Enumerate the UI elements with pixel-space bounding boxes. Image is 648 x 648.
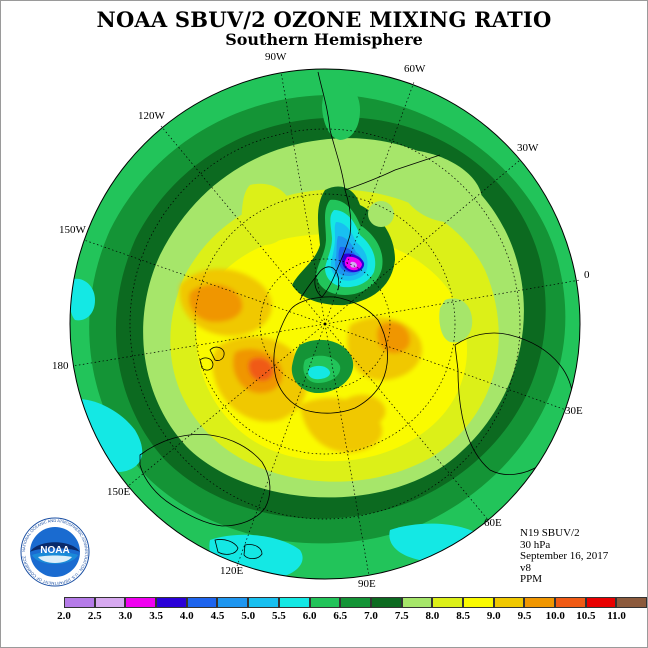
polar-vortex-low <box>291 339 354 394</box>
colorbar-swatch <box>278 597 310 608</box>
info-version: v8 <box>520 561 531 574</box>
colorbar-swatch <box>309 597 341 608</box>
colorbar-swatch <box>248 597 279 608</box>
info-date: September 16, 2017 <box>520 550 609 562</box>
info-block: N19 SBUV/2 30 hPa September 16, 2017 v8 … <box>520 527 609 586</box>
colorbar-swatch <box>616 597 648 608</box>
lon-label-30w: 30W <box>517 142 539 154</box>
colorbar-tick-label: 2.0 <box>57 610 71 622</box>
info-units: PPM <box>520 573 543 585</box>
colorbar-tick-label: 5.0 <box>241 610 256 622</box>
colorbar <box>64 597 648 608</box>
colorbar-ticks: 2.0 2.5 3.0 3.5 4.0 4.5 5.0 5.5 6.0 6.5 7.0 7.5 8.0 8… <box>54 610 626 624</box>
colorbar-swatch <box>524 597 555 608</box>
lon-label-90e: 90E <box>358 578 376 590</box>
colorbar-swatch <box>64 597 95 608</box>
colorbar-swatch <box>125 597 157 608</box>
colorbar-tick-label: 3.5 <box>149 610 163 622</box>
map-border <box>69 68 581 580</box>
info-level: 30 hPa <box>520 538 551 551</box>
map-subtitle: Southern Hemisphere <box>225 30 423 49</box>
lon-label-150e: 150E <box>107 486 131 498</box>
lon-label-0: 0 <box>584 269 590 281</box>
colorbar-tick-label: 8.0 <box>425 610 440 622</box>
lon-label-120e: 120E <box>220 565 244 577</box>
colorbar-tick-label: 8.5 <box>456 610 470 622</box>
colorbar-swatch <box>186 597 218 608</box>
patch-light-green-2 <box>397 149 482 223</box>
colorbar-swatch <box>340 597 371 608</box>
colorbar-tick-label: 3.0 <box>118 610 133 622</box>
colorbar-swatch <box>156 597 187 608</box>
colorbar-tick-label: 7.5 <box>394 610 409 622</box>
lon-label-150w: 150W <box>59 224 86 236</box>
colorbar-swatch <box>462 597 494 608</box>
colorbar-swatch <box>555 597 586 608</box>
colorbar-tick-label: 4.0 <box>179 610 194 622</box>
graticule <box>72 71 581 577</box>
colorbar-tick-label: 10.0 <box>545 610 565 622</box>
patch-light-green <box>368 201 394 227</box>
colorbar-swatch <box>217 597 249 608</box>
colorbar-swatch <box>94 597 126 608</box>
colorbar-tick-label: 4.5 <box>210 610 225 622</box>
lon-label-90w: 90W <box>265 51 287 63</box>
patch-light-green-3 <box>439 298 473 343</box>
colorbar-tick-label: 11.0 <box>607 610 626 622</box>
colorbar-swatch <box>493 597 525 608</box>
colorbar-swatch <box>401 597 433 608</box>
colorbar-tick-label: 10.5 <box>576 610 596 622</box>
lon-label-180: 180 <box>52 360 69 372</box>
colorbar-swatch <box>585 597 617 608</box>
lon-label-30e: 30E <box>565 405 583 417</box>
noaa-logo: NOAA NATIONAL OCEANIC AND ATMOSPHERIC AD… <box>20 517 90 587</box>
colorbar-tick-label: 5.5 <box>272 610 286 622</box>
patch-yellow-green-1 <box>241 183 293 245</box>
lon-label-60w: 60W <box>404 63 426 75</box>
map-title: NOAA SBUV/2 OZONE MIXING RATIO <box>96 7 552 32</box>
colorbar-swatch <box>432 597 463 608</box>
colorbar-tick-label: 9.0 <box>486 610 501 622</box>
colorbar-tick-label: 2.5 <box>87 610 102 622</box>
noaa-logo-text: NOAA <box>40 545 69 556</box>
info-satellite: N19 SBUV/2 <box>520 527 580 539</box>
colorbar-tick-label: 6.5 <box>333 610 348 622</box>
lon-label-120w: 120W <box>138 110 165 122</box>
patch-green-top <box>322 79 360 140</box>
patch-cyan-left-2 <box>70 278 95 321</box>
colorbar-tick-label: 6.0 <box>302 610 317 622</box>
colorbar-tick-label: 9.5 <box>517 610 532 622</box>
lon-label-60e: 60E <box>484 517 502 529</box>
colorbar-tick-label: 7.0 <box>364 610 378 622</box>
colorbar-swatch <box>370 597 402 608</box>
